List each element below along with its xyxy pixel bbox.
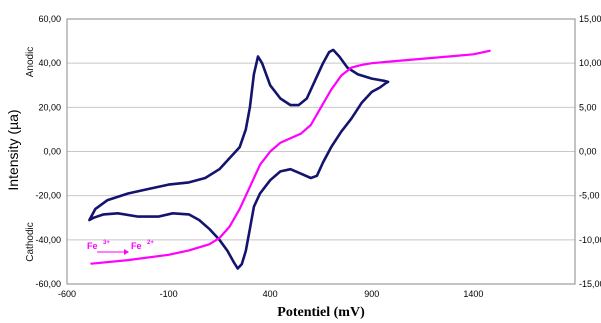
annotation-from: Fe [87,241,98,251]
x-tick-label: 400 [263,289,278,299]
x-tick-label: -600 [58,289,76,299]
y-right-tick-label: -15,00 [579,279,601,289]
y-right-tick-label: -5,00 [579,191,600,201]
y-right-tick-label: 0,00 [579,147,597,157]
polarogram-curve [90,49,491,265]
y-left-tick-label: -40,00 [35,235,61,245]
annotation-to-sup: 2+ [147,240,154,246]
x-tick-label: 1400 [463,289,483,299]
x-axis-title: Potentiel (mV) [277,305,365,320]
annotation-from-sup: 3+ [103,240,110,246]
y-left-tick-label: -20,00 [35,191,61,201]
redox-annotation: Fe 3+ Fe 2+ [87,240,154,255]
cathodic-label: Cathodic [25,222,36,261]
plot-area-frame [66,18,576,285]
y-right-tick-label: 5,00 [579,102,597,112]
x-tick-label: 900 [364,289,379,299]
y-right-tick-label: 15,00 [579,14,601,24]
y-right-tick-label: -10,00 [579,235,601,245]
annotation-to: Fe [131,241,142,251]
y-axis-title: Intensity (µa) [5,109,21,190]
voltammogram-curve [88,48,390,270]
y-left-tick-label: 60,00 [38,14,61,24]
y-left-tick-label: 40,00 [38,58,61,68]
y-left-tick-label: -60,00 [35,279,61,289]
grid-lines [67,18,575,285]
tick-labels: -60,00 -40,00 -20,00 0,00 20,00 40,00 60,00 -15… [35,14,601,299]
x-tick-label: -100 [160,289,178,299]
y-right-tick-label: 10,00 [579,58,601,68]
arrow-head-icon [124,249,129,255]
data-series [88,48,491,270]
y-left-tick-label: 0,00 [43,147,61,157]
y-left-tick-label: 20,00 [38,102,61,112]
anodic-label: Anodic [25,47,36,78]
